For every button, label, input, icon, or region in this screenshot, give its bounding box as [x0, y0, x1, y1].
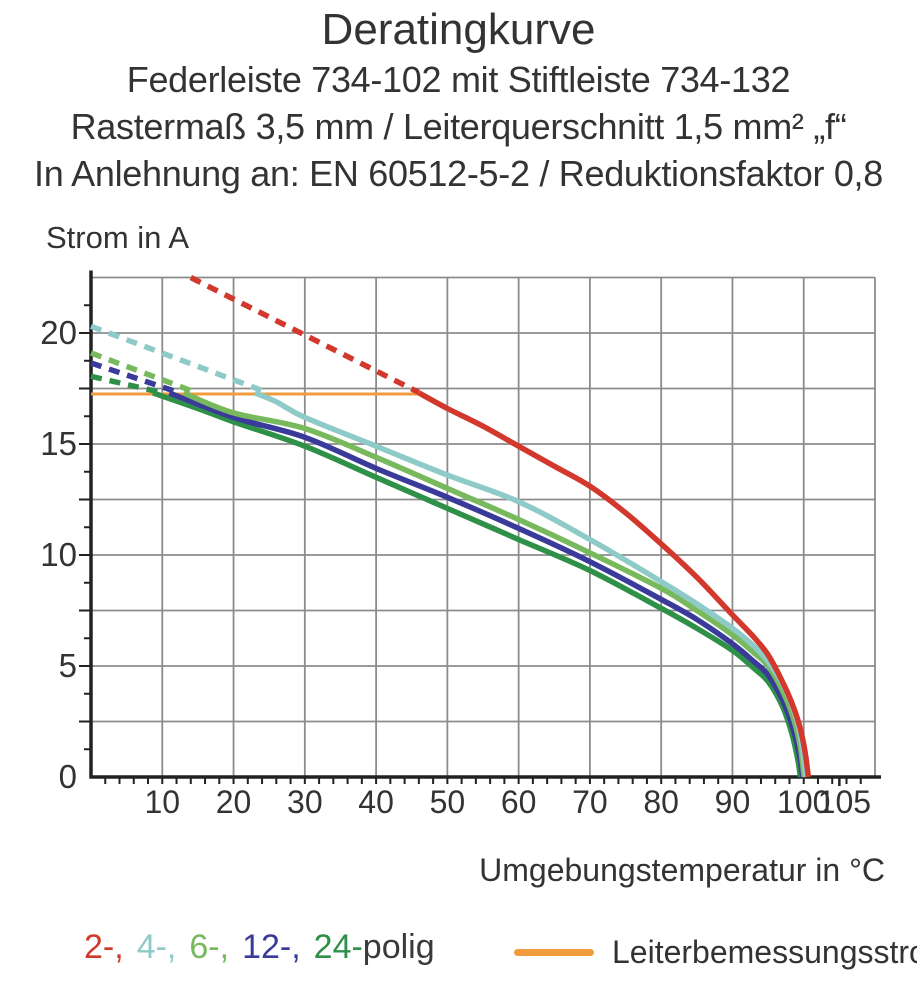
series-curve-2-polig: [417, 390, 812, 778]
dashed-extrapolations: [90, 275, 421, 395]
legend-pole-token: 24-: [313, 928, 363, 966]
legend-pole-token: 2-,: [84, 928, 124, 966]
y-tick-label: 5: [59, 647, 77, 684]
y-axis-title: Strom in A: [46, 220, 189, 255]
x-axis-label: Umgebungstemperatur in °C: [479, 852, 885, 888]
x-tick-label: 100: [777, 784, 830, 820]
legend-pole-token: 6-,: [189, 928, 230, 966]
legend-pole-token: 12-,: [242, 928, 301, 966]
x-tick-label: 105: [818, 784, 871, 820]
series-curve-6-polig: [182, 390, 807, 778]
x-tick-label: 60: [501, 784, 537, 820]
title-subline-1: Federleiste 734-102 mit Stiftleiste 734-…: [126, 59, 791, 100]
grid: [91, 276, 876, 777]
title-subline-2: Rastermaß 3,5 mm / Leiterquerschnitt 1,5…: [70, 106, 847, 147]
chart-title: Deratingkurve: [321, 5, 596, 54]
y-tick-label: 20: [40, 314, 77, 351]
legend-pole-token: polig: [362, 928, 435, 966]
rated-current-swatch: [514, 948, 594, 956]
x-tick-label: 10: [144, 784, 180, 820]
legend-poles: 2-, 4-, 6-, 12-, 24-polig: [84, 928, 435, 967]
derating-curves: [152, 390, 812, 778]
series-dashed-12-polig: [90, 360, 178, 395]
legend-pole-token: 4-,: [136, 928, 177, 966]
x-tick-label: 90: [715, 784, 751, 820]
title-subline-3: In Anlehnung an: EN 60512-5-2 / Reduktio…: [34, 153, 883, 194]
series-dashed-6-polig: [90, 350, 196, 395]
x-tick-label: 30: [287, 784, 323, 820]
x-tick-label: 50: [430, 784, 466, 820]
y-tick-label: 0: [59, 758, 77, 795]
y-tick-label: 10: [40, 536, 77, 573]
x-tick-label: 40: [358, 784, 394, 820]
title-block: Deratingkurve Federleiste 734-102 mit St…: [0, 4, 917, 197]
x-tick-label: 80: [643, 784, 679, 820]
series-dashed-2-polig: [189, 275, 421, 395]
x-tick-label: 20: [216, 784, 252, 820]
series-curve-12-polig: [168, 390, 806, 778]
x-tick-label: 70: [572, 784, 608, 820]
legend-rated: Leiterbemessungsstrom: [514, 930, 917, 974]
series-dashed-4-polig: [90, 323, 267, 395]
series-dashed-24-polig: [90, 373, 160, 395]
y-tick-label: 15: [40, 425, 77, 462]
rated-current-label: Leiterbemessungsstrom: [612, 933, 917, 970]
axis-ticks: [79, 304, 862, 786]
